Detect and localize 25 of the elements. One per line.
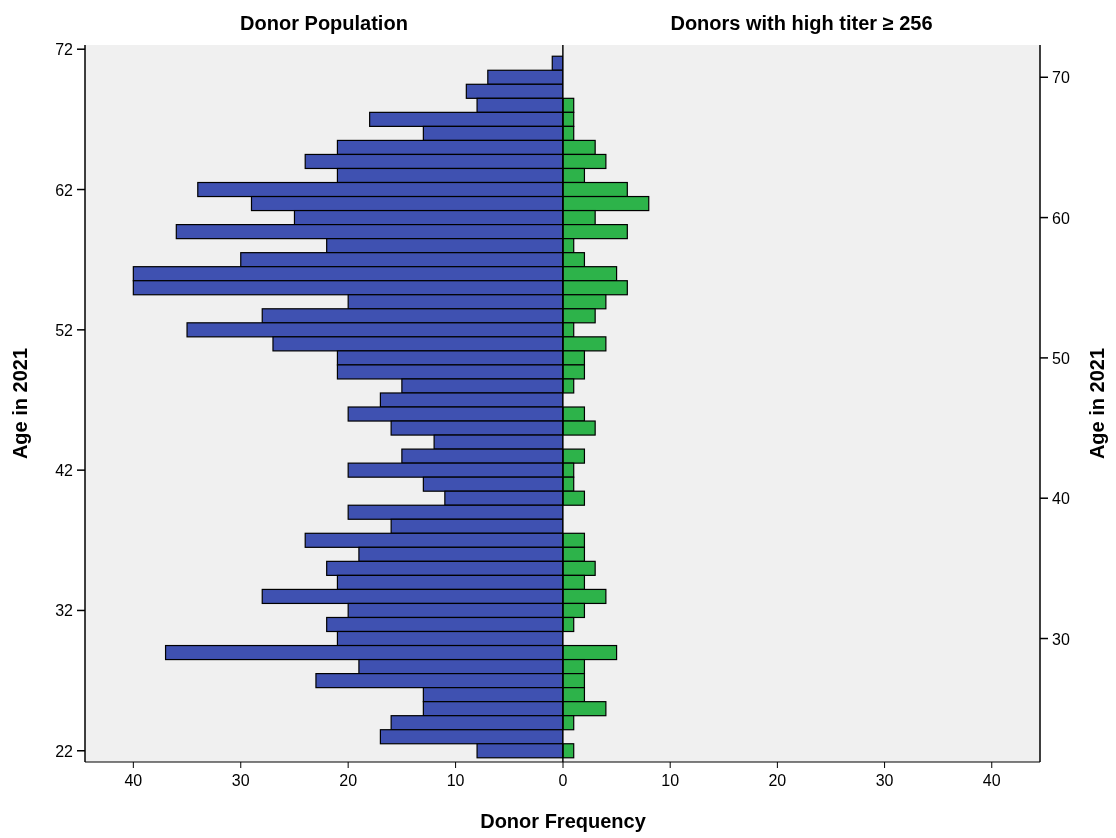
y-axis-title: Age in 2021 <box>9 347 31 460</box>
chart-title: Donor Population <box>240 12 408 34</box>
x-tick-label: 0 <box>558 772 568 789</box>
y-tick-label: 22 <box>55 742 74 760</box>
y-tick-label: 70 <box>1052 69 1070 87</box>
x-tick-label: 10 <box>446 772 465 789</box>
y-tick-label: 60 <box>1052 209 1070 227</box>
x-tick-label: 20 <box>339 772 358 789</box>
x-axis-title: Donor Frequency <box>480 810 647 832</box>
y-tick-label: 52 <box>55 321 74 339</box>
x-tick-label: 20 <box>768 772 787 789</box>
x-tick-label: 30 <box>231 772 250 789</box>
chart-title: Donors with high titer ≥ 256 <box>670 12 933 34</box>
y-axis-title: Age in 2021 <box>1086 347 1108 460</box>
y-tick-label: 40 <box>1052 490 1070 508</box>
y-tick-label: 50 <box>1052 349 1070 367</box>
x-tick-label: 40 <box>982 772 1001 789</box>
x-tick-label: 30 <box>875 772 894 789</box>
x-tick-label: 10 <box>661 772 680 789</box>
y-tick-label: 42 <box>55 462 74 480</box>
y-tick-label: 62 <box>55 181 74 199</box>
y-tick-label: 32 <box>55 602 74 620</box>
y-tick-label: 72 <box>55 41 74 59</box>
y-tick-label: 30 <box>1052 630 1070 648</box>
x-tick-label: 40 <box>124 772 143 789</box>
